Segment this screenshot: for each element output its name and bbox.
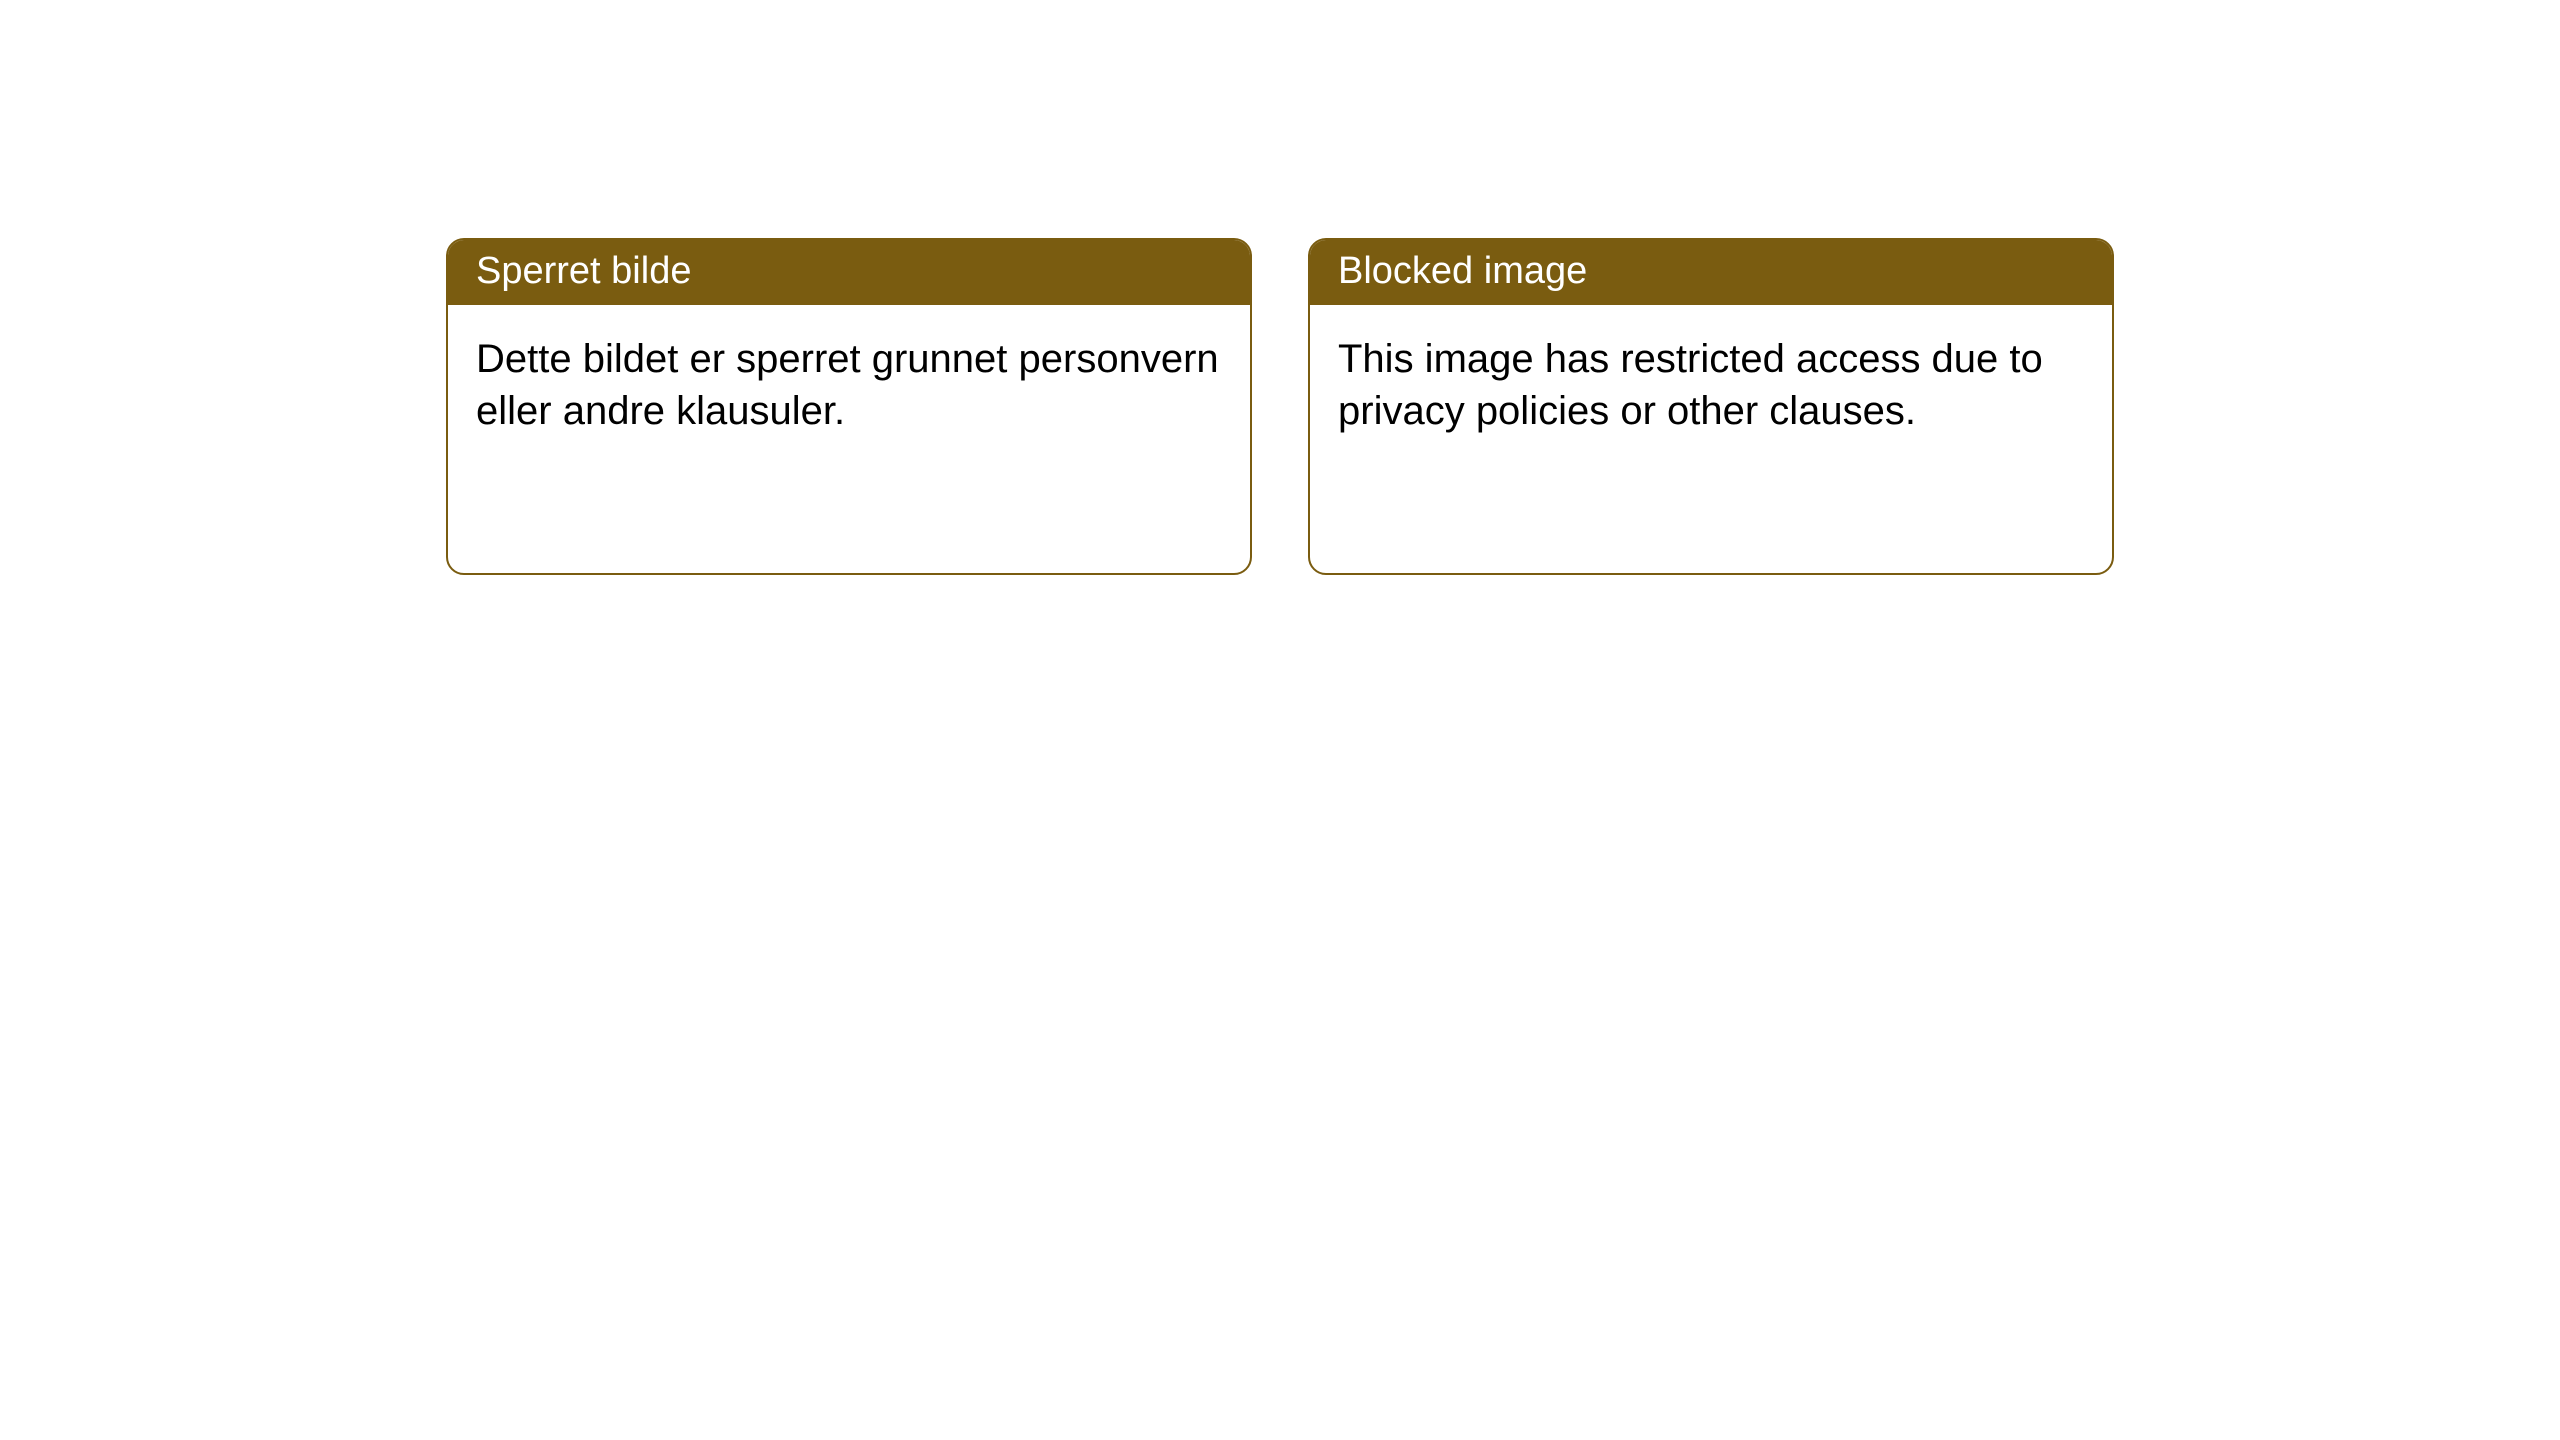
- notice-body: Dette bildet er sperret grunnet personve…: [448, 305, 1250, 465]
- notice-card-norwegian: Sperret bilde Dette bildet er sperret gr…: [446, 238, 1252, 575]
- notice-card-english: Blocked image This image has restricted …: [1308, 238, 2114, 575]
- notice-body: This image has restricted access due to …: [1310, 305, 2112, 465]
- notice-header: Blocked image: [1310, 240, 2112, 305]
- notice-header: Sperret bilde: [448, 240, 1250, 305]
- notice-title: Blocked image: [1338, 250, 1587, 292]
- notice-body-text: Dette bildet er sperret grunnet personve…: [476, 337, 1219, 433]
- notice-title: Sperret bilde: [476, 250, 691, 292]
- notice-container: Sperret bilde Dette bildet er sperret gr…: [0, 0, 2560, 575]
- notice-body-text: This image has restricted access due to …: [1338, 337, 2043, 433]
